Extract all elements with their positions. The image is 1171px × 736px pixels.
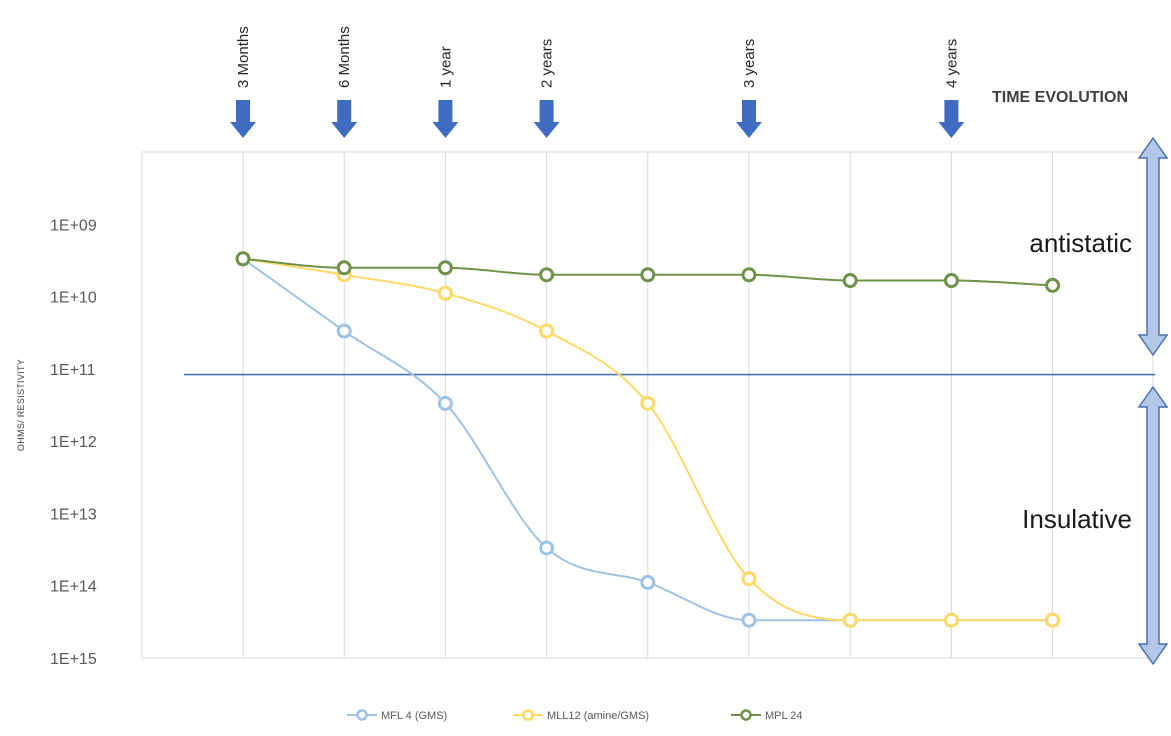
data-point [539,323,555,339]
series-layer [235,251,1061,628]
milestone-label: 1 year [437,46,454,88]
data-point [437,285,453,301]
legend-label: MFL 4 (GMS) [381,710,447,722]
data-point [943,612,959,628]
data-point [437,260,453,276]
y-tick-label: 1E+14 [50,579,97,596]
y-axis: 1E+09 1E+10 1E+11 1E+12 1E+13 1E+14 1E+15 [50,217,97,668]
data-point [235,251,251,267]
legend: MFL 4 (GMS) MLL12 (amine/GMS) MPL 24 [347,709,803,722]
data-point [1045,612,1061,628]
y-tick-label: 1E+09 [50,217,97,234]
legend-marker [522,709,534,721]
data-point [741,612,757,628]
time-evolution-label: TIME EVOLUTION [992,89,1128,106]
legend-marker [356,709,368,721]
milestone: 2 years [533,39,560,138]
y-tick-label: 1E+13 [50,506,97,523]
data-point [943,273,959,289]
milestone-label: 2 years [539,39,556,88]
grid-layer [141,151,1154,659]
data-point [437,395,453,411]
data-point [741,267,757,283]
legend-item: MFL 4 (GMS) [347,709,447,722]
milestone-label: 3 years [741,39,758,88]
zone-indicators: antistatic Insulative [1022,136,1169,666]
legend-label: MPL 24 [765,710,803,722]
double-arrow-icon [1137,136,1169,357]
milestone: 4 years [938,39,965,138]
down-arrow-icon [432,100,459,138]
milestone-label: 6 Months [336,26,353,88]
down-arrow-icon [230,100,256,138]
down-arrow-icon [533,100,560,138]
milestone: 6 Months [331,26,358,138]
y-tick-label: 1E+15 [50,651,97,668]
legend-item: MPL 24 [731,709,803,722]
legend-label: MLL12 (amine/GMS) [547,710,649,722]
data-point [842,612,858,628]
zone-label: antistatic [1029,228,1132,258]
data-point [842,273,858,289]
series-3 [235,251,1061,293]
milestone-label: 4 years [943,39,960,88]
data-point [1045,277,1061,293]
y-tick-label: 1E+12 [50,434,97,451]
y-axis-title: OHMS/ RESISTIVITY [16,359,26,451]
data-point [336,323,352,339]
data-point [640,267,656,283]
data-point [640,574,656,590]
down-arrow-icon [331,100,358,138]
data-point [539,540,555,556]
milestone-label: 3 Months [235,26,252,88]
zone-label: Insulative [1022,504,1132,534]
legend-item: MLL12 (amine/GMS) [513,709,649,722]
legend-marker [740,709,752,721]
data-point [640,395,656,411]
double-arrow-icon [1137,385,1169,666]
data-point [336,260,352,276]
data-point [741,571,757,587]
down-arrow-icon [736,100,762,138]
y-tick-label: 1E+10 [50,290,97,307]
milestone: 1 year [432,46,459,138]
milestone: 3 years [736,39,762,138]
y-tick-label: 1E+11 [50,362,96,379]
milestone: 3 Months [230,26,256,138]
milestone-arrows: 3 Months 6 Months 1 year 2 years 3 years 4 ye… [230,26,965,138]
data-point [539,267,555,283]
down-arrow-icon [938,100,965,138]
